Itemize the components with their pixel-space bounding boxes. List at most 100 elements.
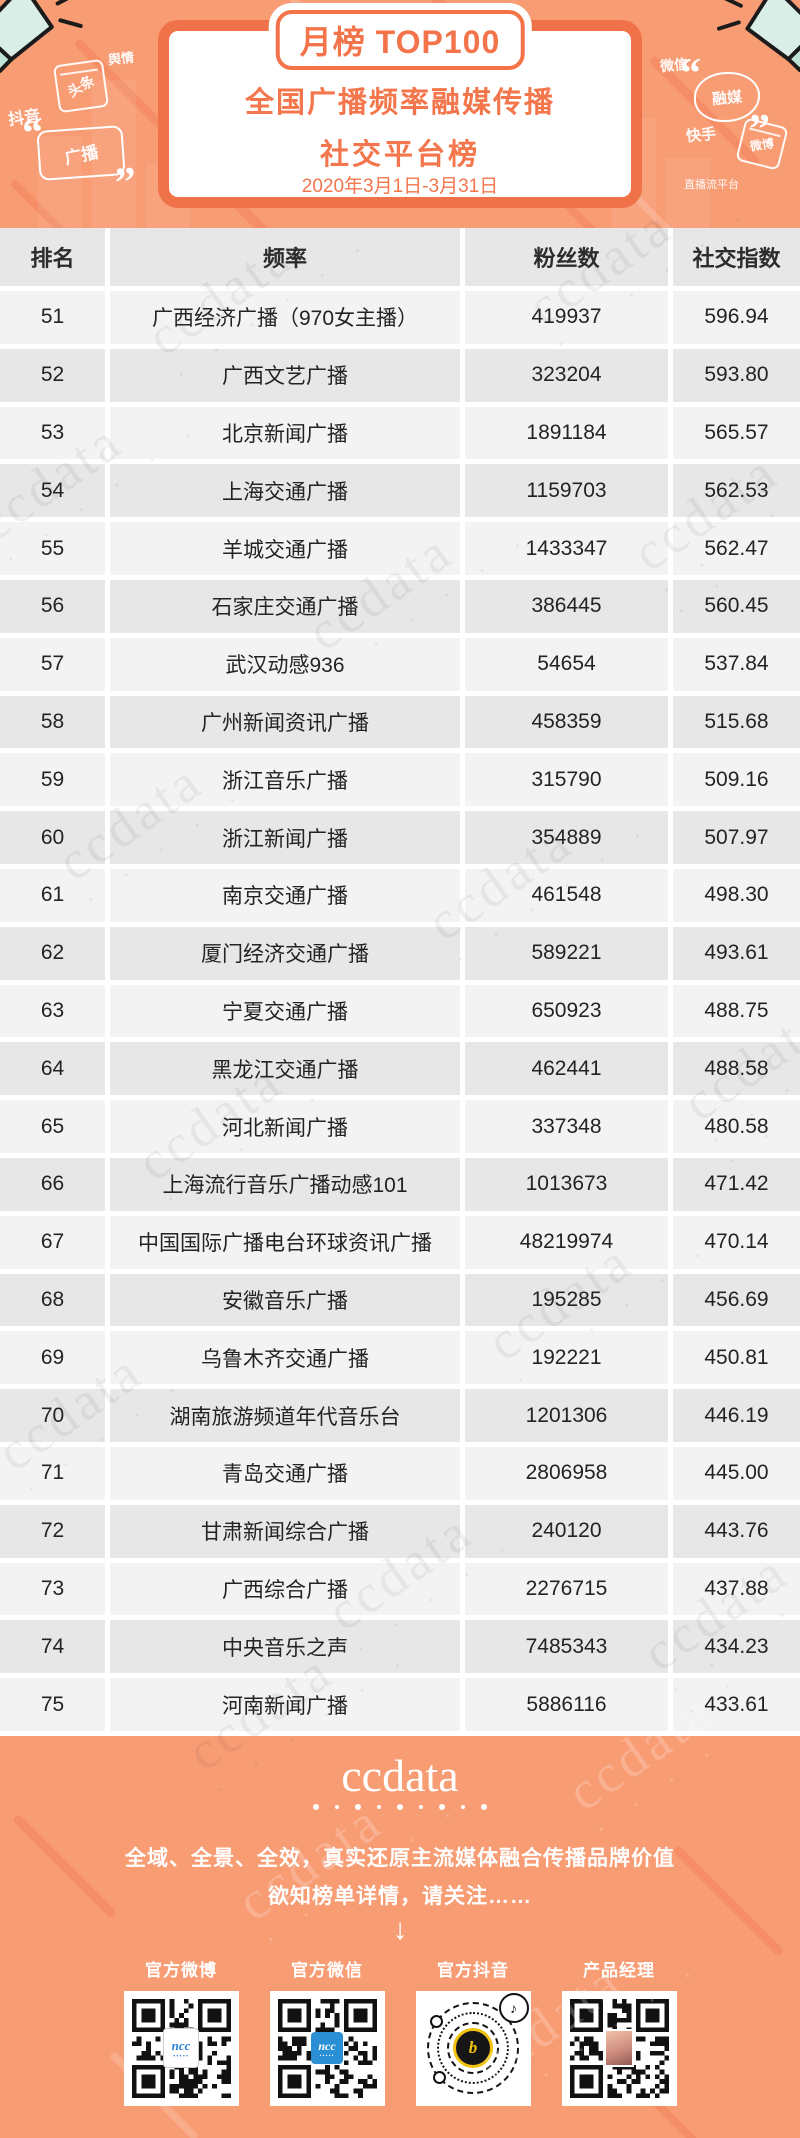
index-cell: 596.94	[673, 291, 800, 344]
station-cell: 中国国际广播电台环球资讯广播	[110, 1215, 460, 1269]
index-cell: 450.81	[673, 1331, 800, 1385]
table-row: 64 黑龙江交通广播 462441 488.58	[0, 1042, 800, 1096]
fans-cell: 2806958	[465, 1446, 668, 1500]
rank-cell: 67	[0, 1215, 105, 1269]
fans-cell: 462441	[465, 1042, 668, 1096]
index-cell: 560.45	[673, 579, 800, 633]
station-cell: 北京新闻广播	[110, 406, 460, 460]
station-cell: 上海交通广播	[110, 464, 460, 518]
rank-cell: 59	[0, 753, 105, 807]
table-row: 71 青岛交通广播 2806958 445.00	[0, 1446, 800, 1500]
index-cell: 509.16	[673, 753, 800, 807]
column-header-station: 频率	[110, 228, 460, 286]
fans-cell: 7485343	[465, 1620, 668, 1674]
qr-center-photo	[604, 2029, 634, 2068]
index-cell: 434.23	[673, 1620, 800, 1674]
index-cell: 562.47	[673, 522, 800, 575]
fans-cell: 2276715	[465, 1562, 668, 1616]
table-row: 67 中国国际广播电台环球资讯广播 48219974 470.14	[0, 1215, 800, 1269]
logo-dots	[0, 1803, 800, 1812]
doodle-rongmei-label: 融媒	[711, 88, 743, 108]
rank-cell: 58	[0, 695, 105, 749]
index-cell: 470.14	[673, 1215, 800, 1269]
fans-cell: 1433347	[465, 522, 668, 575]
index-cell: 507.97	[673, 811, 800, 864]
bg-bar	[666, 158, 710, 228]
table-row: 57 武汉动感936 54654 537.84	[0, 637, 800, 691]
station-cell: 广西综合广播	[110, 1562, 460, 1616]
station-cell: 武汉动感936	[110, 637, 460, 691]
fans-cell: 5886116	[465, 1678, 668, 1731]
index-cell: 515.68	[673, 695, 800, 749]
down-arrow-icon: ↓	[392, 1912, 408, 1946]
table-row: 59 浙江音乐广播 315790 509.16	[0, 753, 800, 807]
doodle-guangbo-quote: 广播	[36, 125, 126, 181]
table-row: 58 广州新闻资讯广播 458359 515.68	[0, 695, 800, 749]
fans-cell: 48219974	[465, 1215, 668, 1269]
fans-cell: 386445	[465, 579, 668, 633]
fans-cell: 337348	[465, 1100, 668, 1153]
rank-cell: 69	[0, 1331, 105, 1385]
rank-cell: 68	[0, 1273, 105, 1327]
station-cell: 安徽音乐广播	[110, 1273, 460, 1327]
qr-label: 官方微博	[145, 1960, 217, 1980]
index-cell: 446.19	[673, 1389, 800, 1442]
fans-cell: 458359	[465, 695, 668, 749]
index-cell: 498.30	[673, 868, 800, 922]
qr-item: 官方微博 ncc	[123, 1956, 239, 2106]
station-cell: 黑龙江交通广播	[110, 1042, 460, 1096]
hero-header: 舆情 头条 抖音 广播 微信 融媒 快手 微博 直播流平台 全国广播频率融媒传播…	[0, 0, 800, 228]
date-range: 2020年3月1日-3月31日	[301, 176, 499, 197]
qr-label: 官方微信	[291, 1960, 363, 1980]
doodle-yuqing: 舆情	[107, 49, 135, 68]
rank-cell: 60	[0, 811, 105, 864]
rank-cell: 64	[0, 1042, 105, 1096]
station-cell: 宁夏交通广播	[110, 984, 460, 1038]
table-row: 68 安徽音乐广播 195285 456.69	[0, 1273, 800, 1327]
fans-cell: 1013673	[465, 1157, 668, 1211]
index-cell: 562.53	[673, 464, 800, 518]
qr-item: 产品经理	[561, 1956, 677, 2106]
station-cell: 浙江新闻广播	[110, 811, 460, 864]
rank-cell: 72	[0, 1504, 105, 1558]
rank-badge: 月榜 TOP100	[275, 10, 525, 70]
station-cell: 羊城交通广播	[110, 522, 460, 575]
ncc-logo: ncc	[311, 2032, 343, 2065]
table-row: 66 上海流行音乐广播动感101 1013673 471.42	[0, 1157, 800, 1211]
rank-cell: 55	[0, 522, 105, 575]
table-row: 65 河北新闻广播 337348 480.58	[0, 1100, 800, 1153]
footer: ccdata 全域、全景、全效，真实还原主流媒体融合传播品牌价值 欲知榜单详情，…	[0, 1735, 800, 2138]
fans-cell: 240120	[465, 1504, 668, 1558]
index-cell: 437.88	[673, 1562, 800, 1616]
table-row: 75 河南新闻广播 5886116 433.61	[0, 1678, 800, 1731]
fans-cell: 1159703	[465, 464, 668, 518]
fans-cell: 419937	[465, 291, 668, 344]
rank-cell: 70	[0, 1389, 105, 1442]
rank-cell: 74	[0, 1620, 105, 1674]
table-row: 62 厦门经济交通广播 589221 493.61	[0, 926, 800, 980]
ranking-table: 排名 频率 粉丝数 社交指数 51 广西经济广播（970女主播） 419937 596…	[0, 228, 800, 1731]
music-note-icon: ♪	[498, 1992, 529, 2023]
rank-cell: 53	[0, 406, 105, 460]
rank-cell: 62	[0, 926, 105, 980]
table-row: 70 湖南旅游频道年代音乐台 1201306 446.19	[0, 1389, 800, 1442]
table-row: 63 宁夏交通广播 650923 488.75	[0, 984, 800, 1038]
doodle-kuaishou: 快手	[685, 125, 717, 146]
station-cell: 广西文艺广播	[110, 348, 460, 402]
rank-cell: 52	[0, 348, 105, 402]
table-row: 74 中央音乐之声 7485343 434.23	[0, 1620, 800, 1674]
doodle-guangbo-label: 广播	[62, 142, 101, 168]
fans-cell: 1201306	[465, 1389, 668, 1442]
index-cell: 488.58	[673, 1042, 800, 1096]
table-row: 73 广西综合广播 2276715 437.88	[0, 1562, 800, 1616]
poster-subtitle: 社交平台榜	[319, 139, 480, 171]
index-cell: 471.42	[673, 1157, 800, 1211]
index-cell: 456.69	[673, 1273, 800, 1327]
qr-code: ncc	[123, 1990, 239, 2106]
table-row: 56 石家庄交通广播 386445 560.45	[0, 579, 800, 633]
column-header-fans: 粉丝数	[465, 228, 668, 286]
megaphone-icon	[0, 0, 83, 73]
table-row: 72 甘肃新闻综合广播 240120 443.76	[0, 1504, 800, 1558]
qr-code	[561, 1990, 677, 2106]
